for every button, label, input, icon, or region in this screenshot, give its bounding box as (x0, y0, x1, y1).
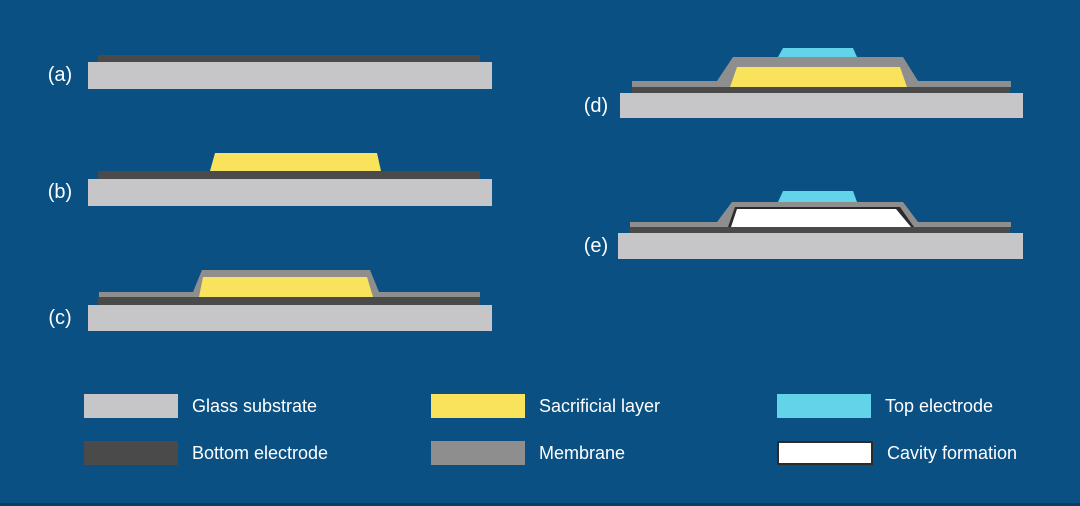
legend-item-sacrificial-layer: Sacrificial layer (431, 394, 660, 418)
legend-label: Membrane (539, 442, 626, 463)
bottom-electrode-layer (98, 55, 480, 62)
cavity-formation-swatch (777, 441, 873, 465)
top-electrode-layer (778, 48, 857, 57)
step-c-label: (c) (48, 307, 72, 329)
bottom-electrode-layer (630, 227, 1010, 233)
legend-item-bottom-electrode: Bottom electrode (84, 441, 328, 465)
bottom-electrode-layer (98, 171, 480, 179)
bottom-edge-line (0, 503, 1080, 506)
bottom-electrode-layer (632, 87, 1010, 93)
legend-label: Sacrificial layer (539, 395, 661, 416)
top-electrode-layer (778, 191, 857, 202)
glass-substrate-layer (88, 62, 492, 89)
top-electrode-swatch (777, 394, 871, 418)
sacrificial-layer (210, 153, 381, 171)
bottom-electrode-swatch (84, 441, 178, 465)
sacrificial-layer (730, 67, 907, 87)
cavity-region (731, 209, 911, 227)
glass-substrate-layer (88, 179, 492, 206)
membrane-swatch (431, 441, 525, 465)
step-b-label: (b) (47, 181, 73, 203)
legend-label: Glass substrate (192, 395, 318, 416)
sacrificial-layer (199, 277, 373, 297)
glass-substrate-layer (618, 233, 1023, 259)
bottom-electrode-layer (98, 297, 480, 305)
glass-substrate-layer (88, 305, 492, 331)
step-a-label: (a) (47, 64, 73, 86)
legend-label: Cavity formation (887, 442, 1018, 463)
legend-item-cavity-formation: Cavity formation (777, 441, 1017, 465)
sacrificial-layer-swatch (431, 394, 525, 418)
step-e-label: (e) (583, 235, 609, 257)
legend-item-membrane: Membrane (431, 441, 625, 465)
legend-item-glass-substrate: Glass substrate (84, 394, 317, 418)
legend-label: Bottom electrode (192, 442, 329, 463)
legend-label: Top electrode (885, 395, 994, 416)
step-d-label: (d) (583, 95, 609, 117)
legend-item-top-electrode: Top electrode (777, 394, 993, 418)
glass-substrate-layer (620, 93, 1023, 118)
glass-substrate-swatch (84, 394, 178, 418)
